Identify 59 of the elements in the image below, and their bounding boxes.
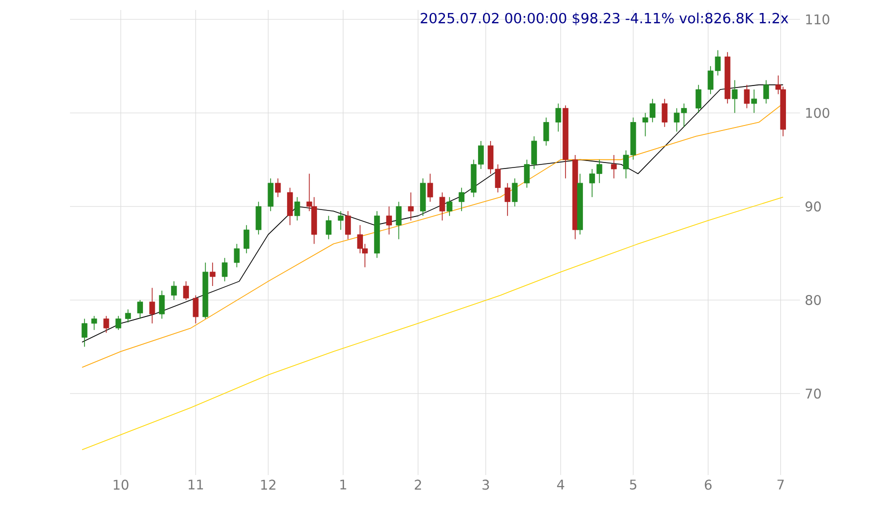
x-tick-label: 5 bbox=[630, 480, 636, 490]
candlestick bbox=[345, 210, 351, 240]
x-tick-label: 7 bbox=[778, 480, 784, 490]
candlestick bbox=[543, 117, 550, 146]
candlestick bbox=[338, 210, 344, 230]
y-tick-label: 80 bbox=[806, 294, 821, 306]
x-tick-label: 1 bbox=[340, 480, 346, 490]
candlestick bbox=[287, 187, 293, 226]
x-tick-label: 3 bbox=[482, 480, 489, 490]
candlestick bbox=[504, 182, 510, 216]
candlestick bbox=[115, 316, 122, 330]
candlestick bbox=[326, 215, 332, 240]
y-tick-label: 70 bbox=[806, 388, 821, 399]
candlestick bbox=[137, 300, 143, 320]
x-tick-label: 4 bbox=[557, 480, 564, 490]
candlestick bbox=[210, 262, 216, 286]
candlestick bbox=[91, 316, 98, 330]
x-tick-label: 12 bbox=[261, 480, 276, 490]
candlestick bbox=[294, 196, 300, 221]
candlestick bbox=[512, 178, 518, 207]
candlestick bbox=[234, 243, 240, 268]
x-tick-label: 11 bbox=[188, 480, 203, 490]
candlestick bbox=[82, 318, 88, 348]
candlestick bbox=[408, 192, 414, 221]
candlestick bbox=[275, 178, 281, 198]
line-series bbox=[82, 196, 784, 450]
candlestick bbox=[125, 308, 131, 323]
candlestick bbox=[244, 224, 250, 254]
candlestick bbox=[171, 280, 177, 300]
candlestick bbox=[159, 290, 165, 320]
x-tick-label: 2 bbox=[414, 480, 421, 490]
candlestick bbox=[183, 280, 189, 300]
candlestick bbox=[386, 206, 392, 235]
candlestick bbox=[763, 80, 770, 104]
y-tick-label: 90 bbox=[806, 201, 821, 212]
candlestick bbox=[439, 192, 446, 221]
candlestick bbox=[103, 316, 110, 334]
candlestick bbox=[446, 196, 452, 216]
candlestick bbox=[268, 178, 274, 212]
candlestick bbox=[744, 84, 750, 109]
y-tick-label: 110 bbox=[806, 14, 830, 24]
candlestick bbox=[662, 98, 668, 128]
chart-title: 2025.07.02 00:00:00 $98.23 -4.11% vol:826.8K 1.2x bbox=[420, 12, 788, 26]
candlestick bbox=[751, 89, 757, 114]
x-tick-label: 10 bbox=[114, 480, 128, 490]
candlestick bbox=[458, 187, 464, 212]
candlestick bbox=[427, 173, 434, 202]
candlestick bbox=[149, 287, 156, 324]
x-tick-label: 6 bbox=[704, 480, 712, 490]
candlestick bbox=[555, 103, 562, 132]
candlestick bbox=[732, 80, 738, 114]
candlestick bbox=[611, 154, 617, 179]
candlestick bbox=[696, 84, 702, 114]
candlestick bbox=[256, 201, 262, 235]
line-series bbox=[82, 84, 784, 343]
candlestick bbox=[396, 201, 402, 240]
candlestick bbox=[222, 258, 228, 282]
candlestick bbox=[192, 294, 199, 324]
y-tick-label: 100 bbox=[806, 108, 830, 118]
